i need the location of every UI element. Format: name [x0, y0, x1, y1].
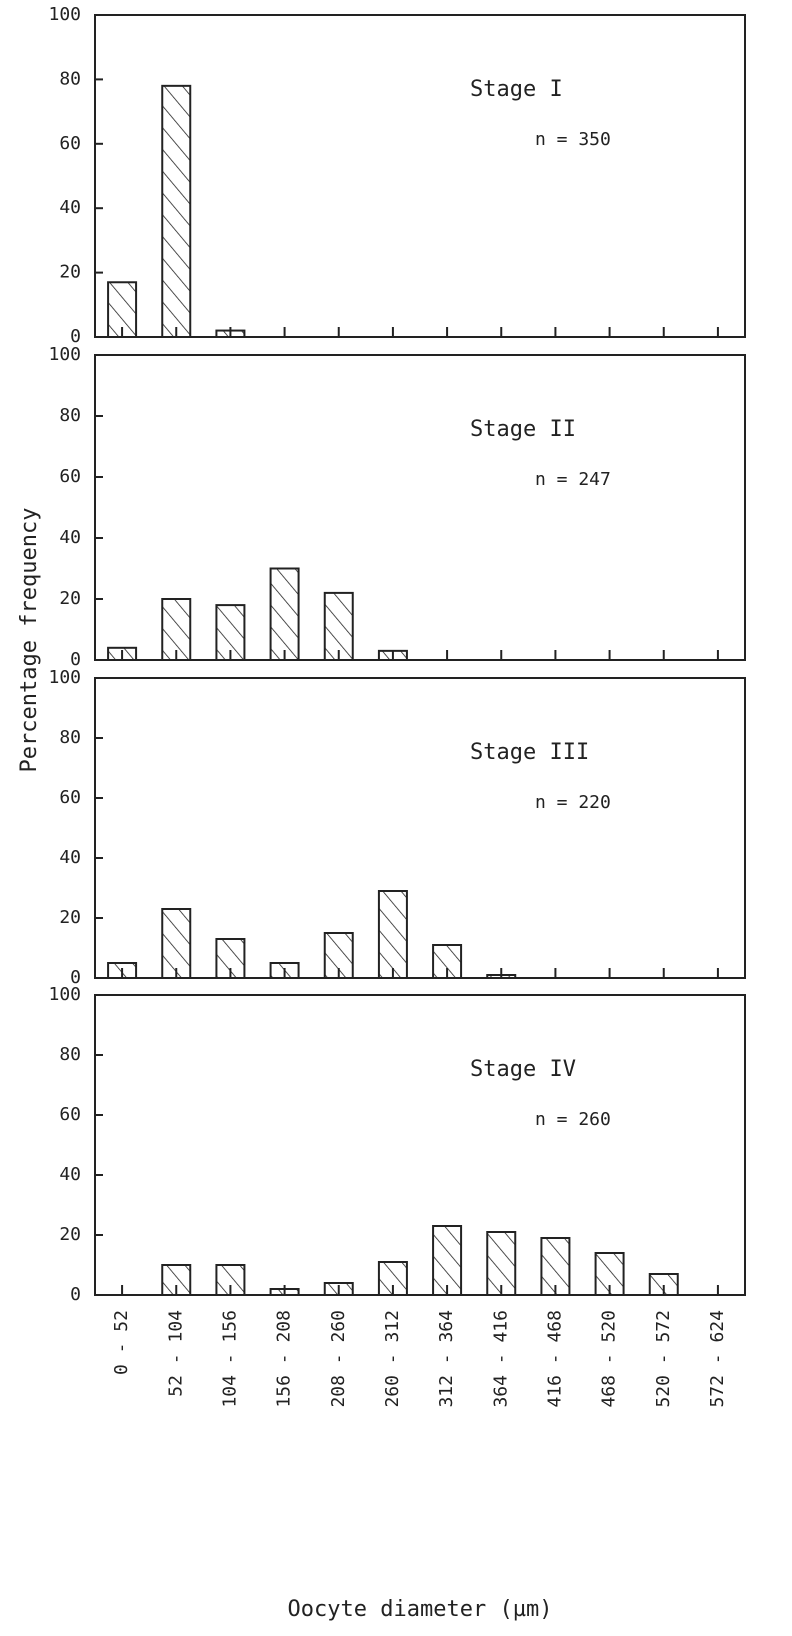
bar	[107, 281, 138, 339]
bar	[161, 598, 192, 661]
bar	[486, 1231, 517, 1296]
x-tick-label: 312 - 364	[436, 1310, 457, 1408]
bar	[648, 1273, 679, 1296]
y-tick-label: 40	[59, 197, 81, 218]
y-tick-label: 100	[48, 4, 81, 25]
y-tick-label: 40	[59, 847, 81, 868]
bar	[540, 1237, 571, 1296]
bar	[269, 962, 300, 979]
y-tick-label: 40	[59, 527, 81, 548]
y-tick-label: 100	[48, 344, 81, 365]
panel-title: Stage IV	[470, 1057, 576, 1082]
y-tick-label: 40	[59, 1164, 81, 1185]
x-tick-label: 260 - 312	[382, 1310, 403, 1408]
x-tick-label: 520 - 572	[653, 1310, 674, 1408]
y-tick-label: 60	[59, 133, 81, 154]
y-tick-label: 60	[59, 787, 81, 808]
y-tick-label: 0	[70, 967, 81, 988]
bar	[161, 908, 192, 979]
bar	[215, 1264, 246, 1296]
panel-frame	[94, 994, 746, 1296]
y-tick-label: 20	[59, 588, 81, 609]
bar	[215, 938, 246, 979]
panel-annotation: n = 247	[535, 469, 611, 490]
bar	[377, 649, 408, 661]
y-tick-label: 60	[59, 1104, 81, 1125]
panel-frame	[94, 677, 746, 979]
bar	[107, 646, 138, 661]
x-tick-label: 364 - 416	[490, 1310, 511, 1408]
bar	[107, 962, 138, 979]
bar	[269, 567, 300, 661]
y-tick-label: 80	[59, 1044, 81, 1065]
panel-frame	[94, 354, 746, 661]
bar	[377, 890, 408, 979]
y-tick-label: 0	[70, 649, 81, 670]
x-axis-label: Oocyte diameter (µm)	[288, 1597, 553, 1622]
y-tick-label: 20	[59, 262, 81, 283]
bar	[594, 1252, 625, 1296]
bar	[323, 932, 354, 979]
y-tick-label: 0	[70, 1284, 81, 1305]
y-tick-label: 60	[59, 466, 81, 487]
y-tick-label: 0	[70, 326, 81, 347]
panel-title: Stage II	[470, 417, 576, 442]
bar	[377, 1261, 408, 1296]
panel-frame	[94, 14, 746, 338]
x-tick-label: 572 - 624	[707, 1310, 728, 1408]
panel-title: Stage I	[470, 77, 563, 102]
panel-annotation: n = 350	[535, 129, 611, 150]
x-tick-label: 468 - 520	[599, 1310, 620, 1408]
x-tick-label: 156 - 208	[274, 1310, 295, 1408]
panel-title: Stage III	[470, 740, 589, 765]
bar	[215, 329, 246, 338]
bar	[432, 944, 463, 979]
x-tick-label: 416 - 468	[544, 1310, 565, 1408]
bar	[161, 1264, 192, 1296]
x-tick-label: 104 - 156	[219, 1310, 240, 1408]
y-tick-label: 80	[59, 405, 81, 426]
y-tick-label: 100	[48, 984, 81, 1005]
bar	[323, 591, 354, 662]
bar	[161, 84, 192, 338]
bar	[432, 1225, 463, 1296]
panel-annotation: n = 220	[535, 792, 611, 813]
y-tick-label: 80	[59, 68, 81, 89]
y-tick-label: 100	[48, 667, 81, 688]
y-tick-label: 20	[59, 1224, 81, 1245]
panel-annotation: n = 260	[535, 1109, 611, 1130]
bar	[486, 974, 517, 979]
bar	[269, 1288, 300, 1296]
x-tick-label: 0 - 52	[111, 1310, 132, 1375]
bar	[215, 604, 246, 661]
x-tick-label: 208 - 260	[328, 1310, 349, 1408]
y-tick-label: 20	[59, 907, 81, 928]
bar	[323, 1282, 354, 1296]
y-axis-label: Percentage frequency	[17, 508, 42, 773]
x-tick-label: 52 - 104	[165, 1310, 186, 1397]
y-tick-label: 80	[59, 727, 81, 748]
